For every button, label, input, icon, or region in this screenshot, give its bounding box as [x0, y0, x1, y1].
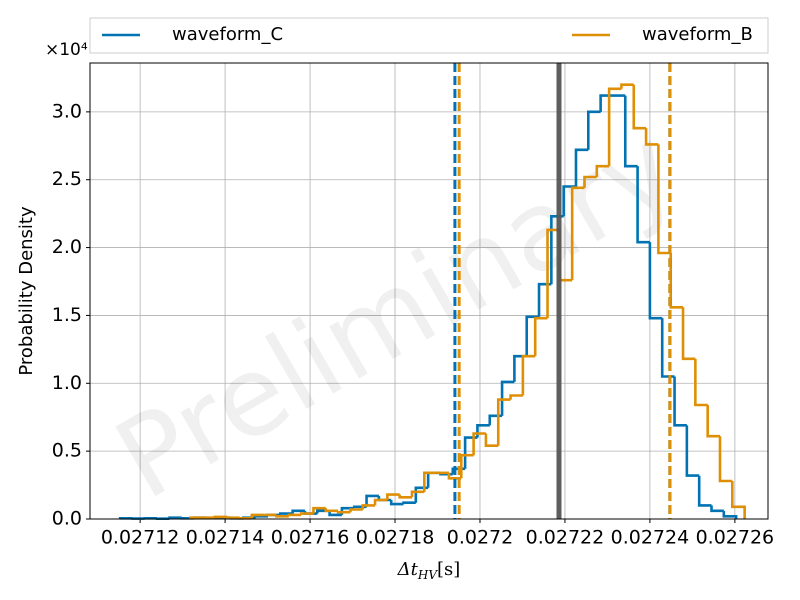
histogram-step — [694, 358, 708, 407]
histogram-step — [287, 513, 302, 517]
histogram-step — [722, 510, 738, 519]
legend-label: waveform_C — [172, 24, 283, 45]
histogram-step — [250, 513, 265, 519]
histogram-step — [476, 424, 490, 438]
histogram-step — [521, 354, 536, 396]
x-tick-label: 0.02716 — [271, 527, 350, 549]
axes-frame — [89, 62, 769, 520]
histogram-step — [279, 512, 293, 515]
histogram-step — [488, 414, 503, 426]
histogram-step — [681, 307, 696, 361]
histogram-step — [275, 514, 289, 518]
histogram-step — [447, 472, 462, 480]
histogram-step — [324, 508, 339, 513]
histogram-step — [328, 510, 342, 517]
histogram-step — [623, 95, 638, 168]
histogram-step — [373, 498, 388, 506]
histogram-step — [710, 505, 724, 513]
histogram-step — [648, 242, 663, 320]
histogram-step — [574, 148, 589, 187]
histogram-step — [525, 315, 540, 357]
histogram-step — [472, 432, 486, 456]
x-tick-label: 0.02718 — [356, 527, 435, 549]
histogram-step — [583, 175, 597, 188]
histogram-step — [636, 166, 650, 244]
histogram-step — [299, 512, 314, 515]
histogram-step — [570, 186, 585, 281]
histogram-step — [254, 514, 268, 518]
histogram-step — [410, 490, 425, 498]
histogram-step — [562, 185, 576, 217]
histogram-step — [238, 517, 252, 520]
x-tick-label: 0.02724 — [611, 527, 690, 549]
histogram-step — [365, 494, 379, 507]
histogram-step — [291, 509, 305, 514]
y-offset-label: ×10⁴ — [45, 40, 88, 60]
x-tick-label: 0.02714 — [186, 527, 265, 549]
histogram-step — [533, 316, 548, 357]
x-tick-label: 0.02722 — [526, 527, 605, 549]
histogram-step — [352, 505, 367, 509]
histogram-step — [587, 110, 601, 150]
histogram-step — [398, 494, 413, 499]
histogram-step — [496, 398, 511, 446]
histogram-step — [673, 376, 687, 427]
histogram-step — [213, 515, 228, 519]
y-tick-label: 0.0 — [52, 508, 82, 530]
histogram-step — [386, 493, 400, 500]
histogram-step — [669, 253, 684, 309]
histogram-step — [632, 84, 647, 130]
histogram-step — [361, 504, 376, 510]
histogram-step — [500, 380, 515, 416]
histogram-step — [389, 500, 404, 506]
y-tick-label: 1.5 — [52, 304, 82, 326]
histogram-step — [513, 354, 527, 382]
histogram-step — [225, 516, 240, 519]
x-axis-label: ΔtHV[s] — [397, 559, 461, 582]
histogram-step — [546, 228, 560, 319]
histogram-step — [312, 506, 326, 514]
histogram-step — [509, 394, 523, 400]
y-tick-label: 0.5 — [52, 440, 82, 462]
y-tick-label: 2.5 — [52, 168, 82, 190]
x-tick-label: 0.0272 — [447, 527, 513, 549]
x-label-sub: HV — [417, 568, 438, 582]
histogram-step — [697, 475, 712, 507]
histogram-step — [463, 436, 478, 469]
histogram-step — [657, 144, 671, 255]
histogram-step — [459, 453, 474, 479]
x-tick-label: 0.02712 — [101, 527, 180, 549]
histogram-step — [595, 164, 610, 177]
histogram-step — [718, 436, 733, 483]
y-tick-label: 3.0 — [52, 100, 82, 122]
x-label-main: Δt — [397, 559, 419, 580]
histogram-step — [484, 433, 499, 448]
histogram-step — [599, 94, 613, 112]
histogram-step — [644, 128, 659, 146]
histogram-step — [349, 508, 363, 513]
histogram-step — [336, 510, 351, 514]
y-axis-label: Probability Density — [16, 206, 37, 376]
x-tick-label: 0.02726 — [696, 527, 775, 549]
histogram-step — [426, 471, 441, 488]
y-tick-label: 1.0 — [52, 372, 82, 394]
histogram-step — [607, 87, 622, 167]
histogram-step — [423, 471, 437, 492]
histogram-step — [706, 405, 720, 438]
legend-box — [89, 17, 769, 54]
histogram-step — [731, 481, 746, 519]
histogram-step — [402, 501, 416, 505]
histogram-step — [620, 83, 634, 89]
x-label-unit: [s] — [437, 559, 460, 580]
histogram-step — [414, 486, 429, 503]
y-tick-label: 2.0 — [52, 236, 82, 258]
histogram-step — [685, 425, 700, 477]
histogram-step — [168, 516, 182, 519]
legend-label: waveform_B — [642, 24, 753, 45]
